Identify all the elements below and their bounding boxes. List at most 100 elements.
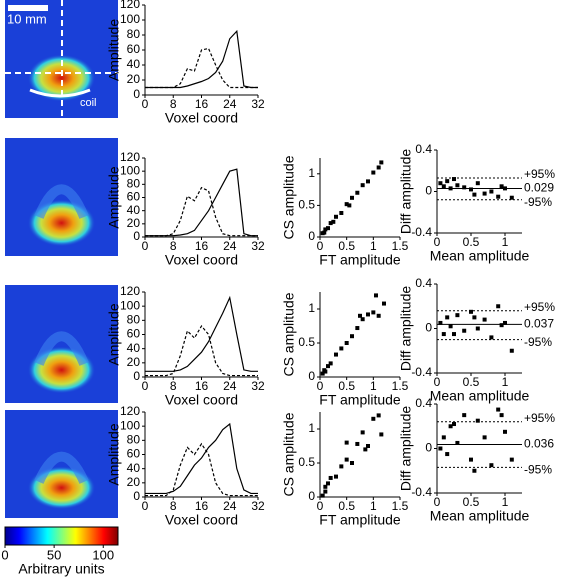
point (382, 301, 386, 306)
point (499, 184, 504, 189)
y-tick-label: 20 (127, 72, 141, 86)
point (499, 323, 504, 328)
point (499, 413, 504, 418)
point (438, 181, 443, 186)
point (360, 183, 365, 188)
y-tick-label: 100 (120, 12, 140, 26)
x-tick-label: 1.5 (392, 499, 409, 513)
y-axis-label: CS amplitude (281, 412, 297, 496)
y-tick-label: 1 (308, 166, 315, 180)
x-tick-label: 8 (170, 97, 177, 111)
point (326, 481, 330, 486)
profile-line (145, 324, 258, 377)
x-tick-label: 0 (317, 379, 324, 393)
point (438, 446, 443, 451)
point (366, 179, 370, 184)
point (350, 461, 354, 465)
x-tick-label: 8 (170, 379, 177, 393)
point (344, 202, 349, 207)
x-tick-label: 1.5 (392, 379, 409, 393)
point (344, 457, 349, 462)
point (482, 317, 487, 322)
point (503, 186, 507, 191)
x-tick-label: 32 (251, 379, 265, 393)
profile-line (145, 186, 258, 237)
point (448, 424, 453, 429)
profile-line (145, 168, 258, 237)
y-axis-label: Diff amplitude (398, 406, 414, 492)
point (366, 312, 370, 317)
y-tick-label: 40 (127, 461, 141, 475)
x-tick-label: 24 (223, 239, 237, 253)
y-tick-label: 20 (127, 355, 141, 369)
point (323, 227, 328, 232)
x-tick-label: 0 (142, 97, 149, 111)
y-tick-label: 80 (127, 27, 141, 41)
point (455, 183, 460, 188)
x-tick-label: 0 (434, 375, 441, 389)
point (376, 413, 381, 418)
x-tick-label: 0.5 (338, 499, 355, 513)
point (489, 463, 494, 468)
point (374, 293, 378, 298)
point (438, 320, 443, 325)
y-tick-label: -0.4 (411, 365, 432, 379)
x-tick-label: 32 (251, 499, 265, 513)
x-tick-label: 8 (170, 499, 177, 513)
x-tick-label: 1 (502, 375, 509, 389)
point (379, 432, 384, 437)
point (320, 371, 325, 376)
point (482, 435, 487, 440)
x-tick-label: 0 (142, 379, 149, 393)
y-tick-label: 0 (133, 369, 140, 383)
annotation: coil (80, 97, 97, 109)
coil (29, 88, 91, 98)
point (344, 341, 349, 345)
point (448, 186, 453, 191)
y-tick-label: 0 (133, 87, 140, 101)
scale-bar (8, 5, 48, 11)
point (347, 203, 352, 208)
reference-label: -95% (524, 463, 552, 477)
point (448, 324, 453, 329)
x-tick-label: 0.5 (338, 239, 355, 253)
profile-line (145, 422, 258, 495)
point (355, 190, 360, 195)
point (482, 191, 487, 196)
point (320, 493, 325, 498)
y-tick-label: 20 (127, 475, 141, 489)
y-axis-label: Amplitude (106, 166, 122, 228)
point (326, 364, 330, 369)
y-tick-label: 0.5 (298, 335, 315, 349)
point (339, 464, 344, 469)
x-axis-label: FT amplitude (319, 252, 401, 268)
point (469, 187, 473, 192)
colorbar-tick-label: 0 (1, 547, 8, 562)
point (334, 214, 338, 219)
y-tick-label: 0 (308, 489, 315, 503)
point (462, 328, 467, 333)
x-tick-label: 1 (502, 235, 509, 249)
point (472, 315, 477, 320)
point (363, 447, 368, 452)
point (358, 313, 362, 318)
x-axis-label: Mean amplitude (430, 248, 530, 264)
point (344, 440, 349, 445)
y-tick-label: 100 (120, 418, 140, 432)
annotation: 10 mm (7, 11, 47, 26)
x-tick-label: 1.5 (392, 239, 409, 253)
profile-line (145, 47, 258, 89)
point (475, 326, 480, 331)
y-tick-label: 80 (127, 313, 141, 327)
reference-label: +95% (524, 167, 555, 181)
point (503, 429, 507, 434)
point (376, 165, 381, 170)
y-axis-label: Amplitude (106, 19, 122, 81)
y-axis-label: Diff amplitude (398, 286, 414, 372)
reference-label: 0.036 (524, 437, 554, 451)
point (445, 315, 450, 320)
point (445, 452, 450, 457)
y-tick-label: 120 (120, 284, 140, 298)
x-tick-label: 32 (251, 239, 265, 253)
